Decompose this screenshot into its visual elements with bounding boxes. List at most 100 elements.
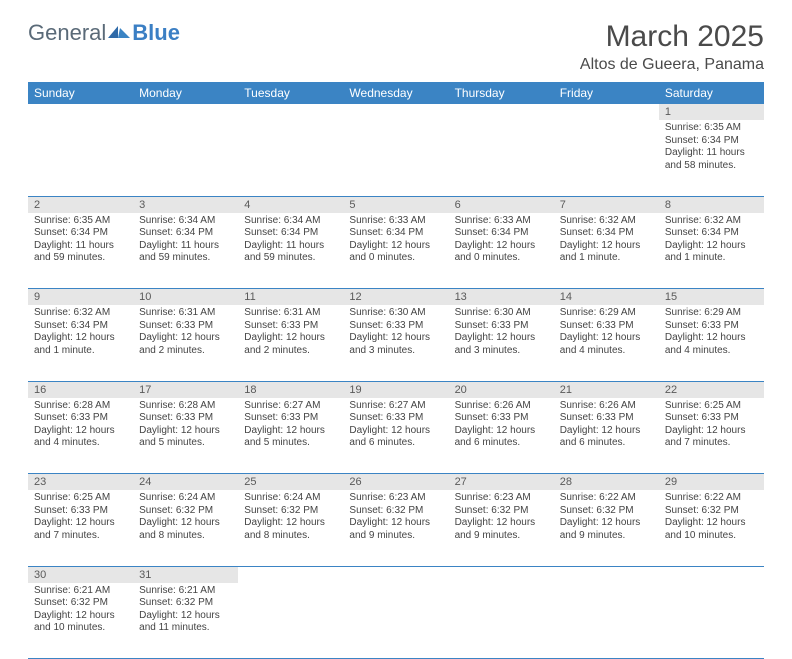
sunrise-text: Sunrise: 6:30 AM — [455, 307, 548, 320]
sunset-text: Sunset: 6:34 PM — [560, 227, 653, 240]
day-number-cell: 13 — [449, 289, 554, 306]
sunrise-text: Sunrise: 6:23 AM — [349, 492, 442, 505]
weekday-header: Friday — [554, 82, 659, 104]
day-cell — [449, 583, 554, 659]
day-cell — [28, 120, 133, 196]
day-cell: Sunrise: 6:26 AMSunset: 6:33 PMDaylight:… — [554, 398, 659, 474]
sunrise-text: Sunrise: 6:27 AM — [349, 400, 442, 413]
title-block: March 2025 Altos de Gueera, Panama — [580, 20, 764, 74]
sunrise-text: Sunrise: 6:29 AM — [665, 307, 758, 320]
day-number-cell — [449, 566, 554, 583]
day-cell: Sunrise: 6:34 AMSunset: 6:34 PMDaylight:… — [133, 213, 238, 289]
day-number-cell: 4 — [238, 196, 343, 213]
sunrise-text: Sunrise: 6:32 AM — [34, 307, 127, 320]
daylight-text: Daylight: 12 hours and 9 minutes. — [455, 517, 548, 542]
day-cell: Sunrise: 6:31 AMSunset: 6:33 PMDaylight:… — [238, 305, 343, 381]
daylight-text: Daylight: 12 hours and 2 minutes. — [139, 332, 232, 357]
daylight-text: Daylight: 12 hours and 8 minutes. — [139, 517, 232, 542]
day-number-cell: 17 — [133, 381, 238, 398]
day-cell: Sunrise: 6:33 AMSunset: 6:34 PMDaylight:… — [449, 213, 554, 289]
daylight-text: Daylight: 12 hours and 3 minutes. — [455, 332, 548, 357]
sunset-text: Sunset: 6:33 PM — [455, 412, 548, 425]
day-cell: Sunrise: 6:25 AMSunset: 6:33 PMDaylight:… — [659, 398, 764, 474]
sunset-text: Sunset: 6:34 PM — [139, 227, 232, 240]
day-number-cell: 30 — [28, 566, 133, 583]
sunset-text: Sunset: 6:33 PM — [665, 320, 758, 333]
daylight-text: Daylight: 12 hours and 5 minutes. — [139, 425, 232, 450]
daylight-text: Daylight: 11 hours and 58 minutes. — [665, 147, 758, 172]
weekday-header: Monday — [133, 82, 238, 104]
weekday-header: Saturday — [659, 82, 764, 104]
sunrise-text: Sunrise: 6:30 AM — [349, 307, 442, 320]
day-cell — [343, 120, 448, 196]
day-cell — [554, 583, 659, 659]
calendar-table: SundayMondayTuesdayWednesdayThursdayFrid… — [28, 82, 764, 659]
sunrise-text: Sunrise: 6:25 AM — [34, 492, 127, 505]
sunrise-text: Sunrise: 6:35 AM — [34, 215, 127, 228]
day-cell: Sunrise: 6:27 AMSunset: 6:33 PMDaylight:… — [343, 398, 448, 474]
day-cell: Sunrise: 6:35 AMSunset: 6:34 PMDaylight:… — [28, 213, 133, 289]
header: General Blue March 2025 Altos de Gueera,… — [28, 20, 764, 74]
day-cell: Sunrise: 6:23 AMSunset: 6:32 PMDaylight:… — [343, 490, 448, 566]
day-cell: Sunrise: 6:25 AMSunset: 6:33 PMDaylight:… — [28, 490, 133, 566]
day-cell — [238, 583, 343, 659]
daylight-text: Daylight: 12 hours and 2 minutes. — [244, 332, 337, 357]
weekday-header: Wednesday — [343, 82, 448, 104]
day-number-cell: 15 — [659, 289, 764, 306]
sunset-text: Sunset: 6:32 PM — [349, 505, 442, 518]
day-cell: Sunrise: 6:22 AMSunset: 6:32 PMDaylight:… — [659, 490, 764, 566]
sunrise-text: Sunrise: 6:24 AM — [139, 492, 232, 505]
day-cell: Sunrise: 6:32 AMSunset: 6:34 PMDaylight:… — [554, 213, 659, 289]
day-cell — [554, 120, 659, 196]
sunrise-text: Sunrise: 6:26 AM — [455, 400, 548, 413]
day-cell — [659, 583, 764, 659]
day-number-cell — [343, 566, 448, 583]
sunrise-text: Sunrise: 6:24 AM — [244, 492, 337, 505]
weekday-header: Tuesday — [238, 82, 343, 104]
day-number-cell: 3 — [133, 196, 238, 213]
sunrise-text: Sunrise: 6:32 AM — [560, 215, 653, 228]
daylight-text: Daylight: 12 hours and 9 minutes. — [349, 517, 442, 542]
sunrise-text: Sunrise: 6:28 AM — [34, 400, 127, 413]
daylight-text: Daylight: 11 hours and 59 minutes. — [244, 240, 337, 265]
sunset-text: Sunset: 6:33 PM — [139, 320, 232, 333]
day-number-cell: 9 — [28, 289, 133, 306]
daylight-text: Daylight: 12 hours and 1 minute. — [34, 332, 127, 357]
sunset-text: Sunset: 6:34 PM — [34, 320, 127, 333]
sunrise-text: Sunrise: 6:34 AM — [244, 215, 337, 228]
day-number-cell: 31 — [133, 566, 238, 583]
day-cell: Sunrise: 6:24 AMSunset: 6:32 PMDaylight:… — [238, 490, 343, 566]
daylight-text: Daylight: 12 hours and 0 minutes. — [455, 240, 548, 265]
sunset-text: Sunset: 6:34 PM — [665, 227, 758, 240]
day-number-cell — [343, 104, 448, 120]
day-cell: Sunrise: 6:29 AMSunset: 6:33 PMDaylight:… — [554, 305, 659, 381]
day-number-cell — [554, 104, 659, 120]
daylight-text: Daylight: 12 hours and 4 minutes. — [560, 332, 653, 357]
sunset-text: Sunset: 6:34 PM — [34, 227, 127, 240]
sunset-text: Sunset: 6:34 PM — [244, 227, 337, 240]
day-cell — [238, 120, 343, 196]
sunset-text: Sunset: 6:32 PM — [244, 505, 337, 518]
sunrise-text: Sunrise: 6:22 AM — [665, 492, 758, 505]
day-number-cell — [554, 566, 659, 583]
day-cell: Sunrise: 6:30 AMSunset: 6:33 PMDaylight:… — [449, 305, 554, 381]
day-cell — [133, 120, 238, 196]
day-cell: Sunrise: 6:33 AMSunset: 6:34 PMDaylight:… — [343, 213, 448, 289]
day-number-cell: 24 — [133, 474, 238, 491]
day-number-cell: 14 — [554, 289, 659, 306]
day-number-cell: 21 — [554, 381, 659, 398]
sunset-text: Sunset: 6:33 PM — [349, 412, 442, 425]
sunrise-text: Sunrise: 6:32 AM — [665, 215, 758, 228]
day-cell: Sunrise: 6:21 AMSunset: 6:32 PMDaylight:… — [28, 583, 133, 659]
sunrise-text: Sunrise: 6:23 AM — [455, 492, 548, 505]
day-number-cell: 7 — [554, 196, 659, 213]
sunset-text: Sunset: 6:33 PM — [349, 320, 442, 333]
sunset-text: Sunset: 6:33 PM — [244, 320, 337, 333]
sunrise-text: Sunrise: 6:21 AM — [139, 585, 232, 598]
sunset-text: Sunset: 6:33 PM — [139, 412, 232, 425]
daylight-text: Daylight: 12 hours and 6 minutes. — [455, 425, 548, 450]
day-number-cell: 16 — [28, 381, 133, 398]
day-number-cell: 18 — [238, 381, 343, 398]
day-number-cell: 5 — [343, 196, 448, 213]
day-number-cell: 20 — [449, 381, 554, 398]
